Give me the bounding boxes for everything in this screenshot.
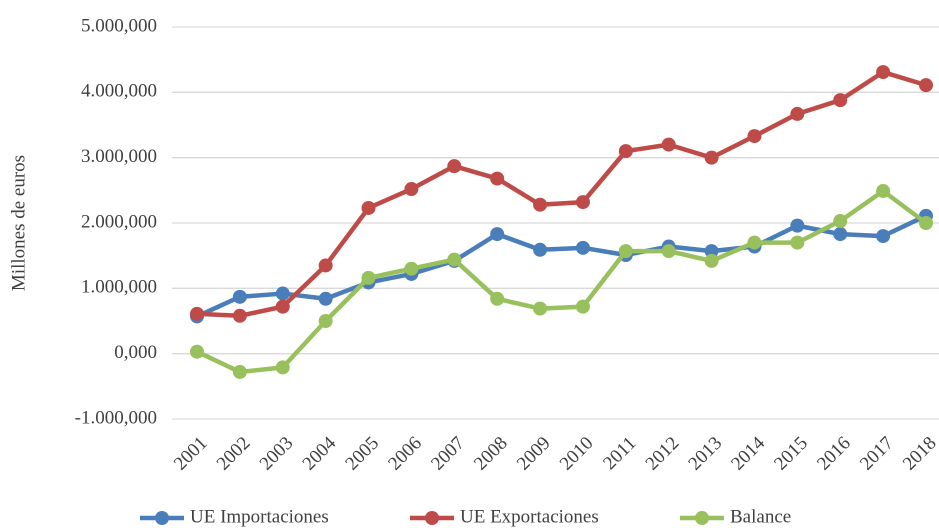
- marker: [919, 216, 933, 230]
- marker: [447, 252, 462, 267]
- marker: [747, 235, 762, 250]
- x-tick-label: 2015: [770, 433, 812, 475]
- x-tick-label: 2018: [899, 433, 939, 475]
- marker: [318, 258, 333, 273]
- marker: [704, 244, 719, 259]
- x-tick-label: 2003: [256, 433, 298, 475]
- marker: [318, 314, 333, 328]
- marker: [275, 299, 290, 314]
- marker: [490, 291, 505, 306]
- marker: [661, 244, 676, 259]
- x-tick-label: 2017: [856, 433, 898, 475]
- marker: [919, 78, 933, 93]
- marker: [790, 106, 805, 121]
- marker: [833, 214, 848, 229]
- marker: [704, 253, 719, 268]
- marker: [232, 364, 247, 379]
- legend-label: UE Importaciones: [190, 506, 329, 527]
- x-tick-label: 2002: [213, 433, 255, 475]
- legend-marker: [425, 511, 439, 525]
- x-tick-label: 2013: [684, 433, 726, 475]
- x-tick-label: 2005: [341, 433, 383, 475]
- x-tick-label: 2009: [513, 433, 555, 475]
- marker: [533, 301, 548, 316]
- marker: [747, 129, 762, 144]
- marker: [876, 183, 891, 198]
- marker: [876, 229, 891, 244]
- marker: [618, 144, 633, 159]
- marker: [575, 299, 590, 314]
- x-tick-label: 2004: [299, 432, 341, 474]
- series-line: [196, 69, 927, 319]
- marker: [404, 261, 419, 276]
- marker: [661, 137, 676, 152]
- x-tick-label: 2010: [556, 433, 598, 475]
- x-tick-label: 2016: [813, 433, 855, 475]
- marker: [533, 197, 548, 212]
- y-tick-label: 4.000,000: [81, 81, 157, 102]
- y-tick-label: -1.000,000: [75, 407, 157, 428]
- y-tick-label: 1.000,000: [81, 277, 157, 298]
- x-tick-label: 2008: [470, 433, 512, 475]
- marker: [575, 195, 590, 210]
- series-line: [196, 188, 928, 375]
- marker: [533, 242, 548, 257]
- marker: [790, 218, 805, 233]
- marker: [361, 270, 376, 285]
- marker: [232, 308, 247, 323]
- y-tick-label: 0,000: [114, 342, 157, 363]
- marker: [833, 227, 848, 242]
- y-axis-label: Millones de euros: [8, 155, 29, 291]
- marker: [790, 235, 805, 250]
- legend-label: Balance: [730, 506, 791, 527]
- legend-marker: [695, 511, 709, 525]
- x-tick-label: 2011: [599, 433, 640, 474]
- x-tick-label: 2001: [170, 433, 212, 475]
- x-tick-label: 2006: [384, 433, 426, 475]
- marker: [318, 291, 333, 306]
- marker: [404, 182, 419, 197]
- marker: [618, 244, 633, 259]
- marker: [876, 65, 891, 80]
- marker: [275, 360, 290, 375]
- legend-label: UE Exportaciones: [460, 506, 599, 527]
- legend-marker: [155, 511, 169, 525]
- x-tick-label: 2014: [727, 432, 769, 474]
- marker: [490, 171, 505, 186]
- marker: [704, 150, 719, 165]
- marker: [490, 227, 505, 242]
- marker: [232, 289, 247, 304]
- series-line: [196, 213, 927, 319]
- marker: [190, 344, 204, 359]
- marker: [190, 306, 204, 321]
- marker: [447, 159, 462, 174]
- y-tick-label: 3.000,000: [81, 146, 157, 167]
- marker: [361, 200, 376, 215]
- y-tick-label: 5.000,000: [81, 15, 157, 36]
- y-tick-label: 2.000,000: [81, 211, 157, 232]
- x-tick-label: 2012: [642, 433, 684, 475]
- x-tick-label: 2007: [427, 433, 469, 475]
- marker: [275, 286, 290, 301]
- marker: [833, 93, 848, 108]
- marker: [575, 240, 590, 255]
